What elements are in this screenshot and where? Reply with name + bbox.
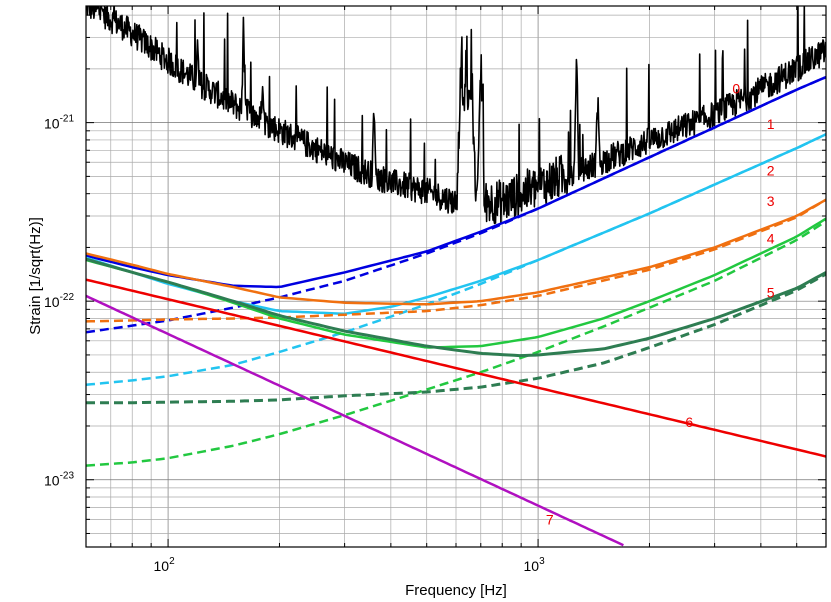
curve-label-1: 1 (767, 116, 775, 132)
x-axis-title: Frequency [Hz] (405, 582, 507, 599)
x-tick-label: 102 (154, 556, 176, 574)
curve-label-4: 4 (767, 230, 775, 246)
series-line-c5-quantum (86, 272, 826, 405)
curve-label-3: 3 (767, 193, 775, 209)
curve-label-2: 2 (767, 162, 775, 178)
curve-label-0: 0 (732, 81, 740, 97)
series-line-c7 (86, 294, 624, 547)
y-tick-labels: 10-23 10-22 10-21 (44, 114, 74, 489)
series-line-c3-total (86, 198, 826, 306)
series-line-c3-quantum (86, 198, 826, 323)
x-tick-labels: 102 103 (154, 556, 546, 574)
y-axis-title: Strain [1/sqrt(Hz)] (27, 217, 44, 335)
series-line-c5-total (86, 257, 826, 358)
curve-labels: 0 1 2 3 4 5 6 7 (546, 81, 775, 528)
curves (86, 6, 826, 547)
series-line-measured (86, 6, 826, 225)
series-line-c4-quantum (86, 220, 826, 467)
series-line-c6 (86, 278, 826, 458)
y-tick-label: 10-21 (44, 114, 74, 132)
x-tick-label: 103 (524, 556, 546, 574)
curve-label-7: 7 (546, 511, 554, 527)
series-line-c1-quantum (86, 75, 826, 334)
series-line-c2-quantum (86, 133, 826, 387)
curve-label-6: 6 (685, 414, 693, 430)
tick-marks (85, 6, 827, 547)
grid (85, 6, 827, 547)
y-tick-label: 10-23 (44, 471, 74, 489)
y-tick-label: 10-22 (44, 292, 74, 310)
curve-label-5: 5 (767, 284, 775, 300)
